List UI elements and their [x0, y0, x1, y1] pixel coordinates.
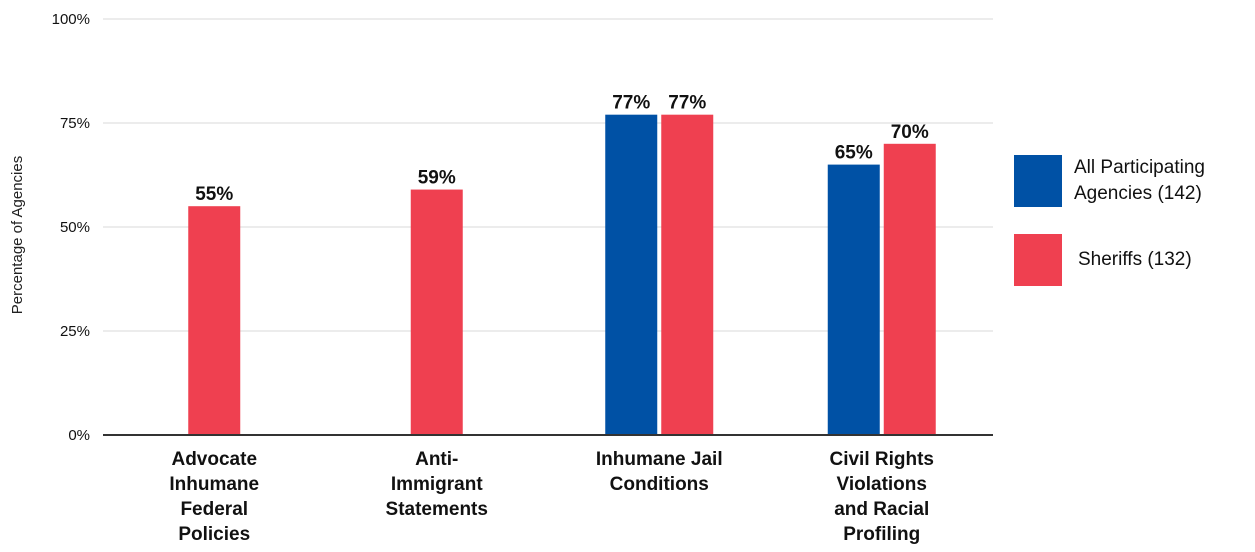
y-tick-label: 75%: [60, 115, 90, 132]
category-label-line: Advocate: [171, 449, 257, 470]
category-label-line: Federal: [180, 499, 248, 520]
category-label-line: Statements: [386, 499, 488, 520]
bar-all-agencies: [827, 164, 880, 435]
category-label-line: Anti-: [415, 449, 458, 470]
bar-sheriffs: [410, 189, 463, 435]
category-label-line: Immigrant: [391, 474, 484, 495]
y-tick-label: 100%: [52, 11, 90, 28]
y-axis-label: Percentage of Agencies: [9, 156, 26, 314]
legend-item-sheriffs: Sheriffs (132): [1014, 234, 1254, 296]
legend-label-line: All Participating: [1074, 157, 1205, 178]
legend-swatch-all-agencies: [1014, 155, 1062, 207]
category-labels: Advocate Inhumane Federal Policies Anti- Immi…: [169, 449, 934, 545]
legend: All Participating Agencies (142) Sheriff…: [1014, 155, 1254, 313]
legend-label-line: Agencies (142): [1074, 183, 1202, 204]
y-tick-label: 25%: [60, 323, 90, 340]
bar-sheriffs: [661, 114, 714, 436]
legend-swatch-sheriffs: [1014, 234, 1062, 286]
category-label-line: Inhumane: [169, 474, 259, 495]
data-label: 59%: [418, 168, 456, 189]
y-tick-label: 0%: [68, 427, 90, 444]
data-label: 70%: [891, 122, 929, 143]
data-label: 65%: [835, 143, 873, 164]
category-label-line: Policies: [178, 524, 250, 545]
data-label: 77%: [668, 93, 706, 114]
category-label-line: Profiling: [843, 524, 920, 545]
category-label-line: Civil Rights: [829, 449, 934, 470]
data-label: 55%: [195, 184, 233, 205]
bars: [188, 114, 936, 436]
bar-all-agencies: [605, 114, 658, 436]
category-label-line: Conditions: [610, 474, 709, 495]
category-label-line: Inhumane Jail: [596, 449, 723, 470]
data-label: 77%: [612, 93, 650, 114]
legend-label-line: Sheriffs (132): [1078, 249, 1192, 270]
bar-sheriffs: [188, 206, 241, 435]
category-label-line: and Racial: [834, 499, 929, 520]
y-axis-ticks: 0% 25% 50% 75% 100%: [52, 11, 90, 444]
data-labels: 55% 59% 77% 77% 65% 70%: [195, 93, 929, 206]
legend-label-all-agencies: All Participating Agencies (142): [1074, 155, 1254, 207]
bar-sheriffs: [883, 143, 936, 436]
legend-item-all-agencies: All Participating Agencies (142): [1014, 155, 1254, 217]
legend-label-sheriffs: Sheriffs (132): [1078, 247, 1255, 273]
category-label-line: Violations: [837, 474, 927, 495]
y-tick-label: 50%: [60, 219, 90, 236]
